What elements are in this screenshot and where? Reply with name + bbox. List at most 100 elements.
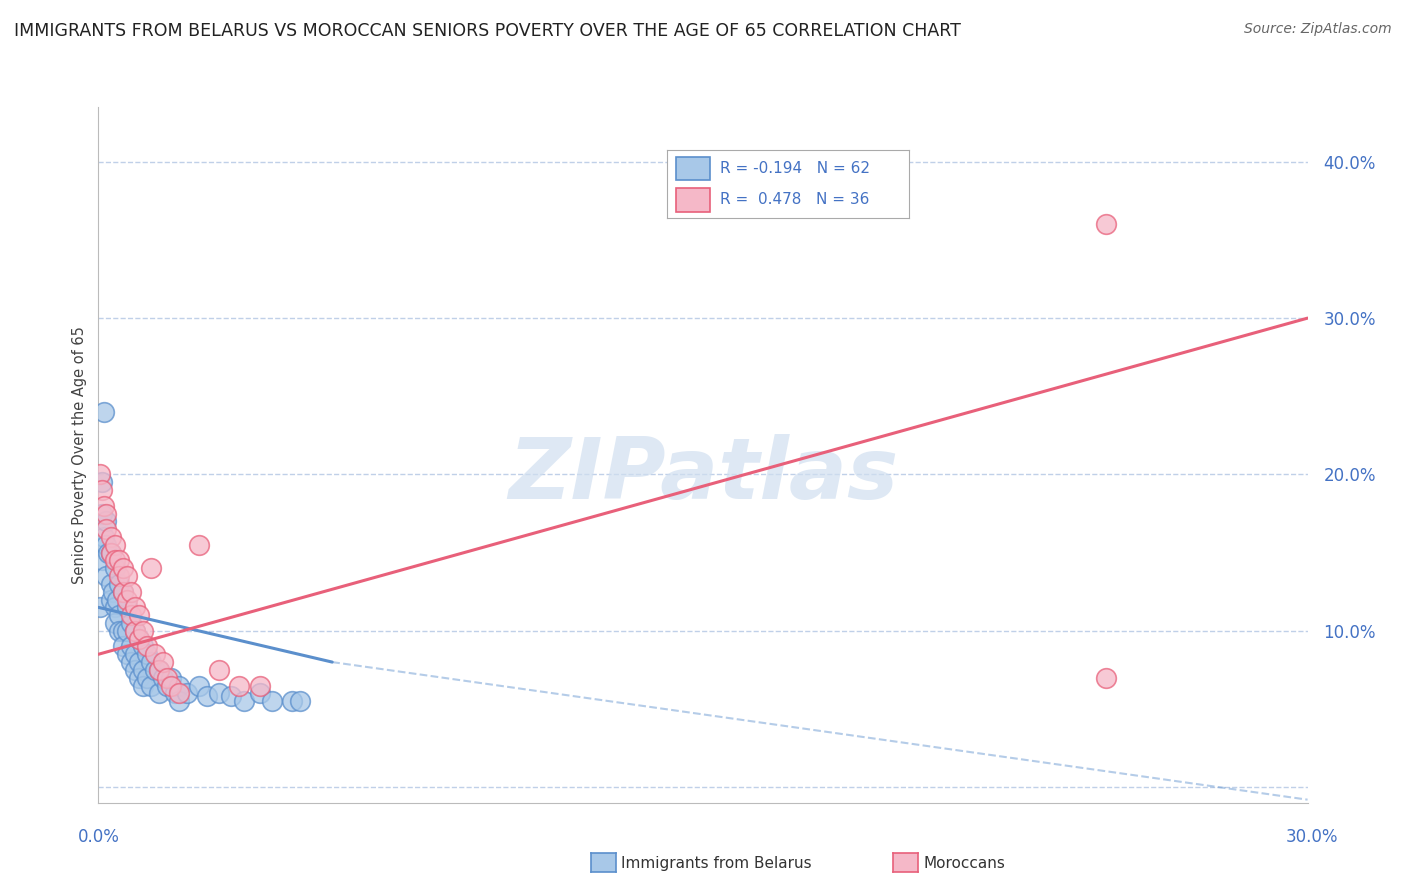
Point — [135, 671, 157, 685]
Point — [132, 679, 155, 693]
Point — [135, 647, 157, 661]
Point — [167, 679, 190, 693]
Point — [120, 608, 142, 623]
Point — [101, 584, 124, 599]
Point — [96, 507, 118, 521]
Point — [152, 655, 174, 669]
Point — [143, 647, 166, 661]
Point — [107, 624, 129, 638]
Point — [132, 663, 155, 677]
Point — [111, 584, 134, 599]
Point — [111, 640, 134, 654]
Y-axis label: Seniors Poverty Over the Age of 65: Seniors Poverty Over the Age of 65 — [72, 326, 87, 584]
Point — [111, 624, 134, 638]
Point — [103, 538, 125, 552]
Point — [139, 679, 162, 693]
Point — [120, 584, 142, 599]
Text: R = -0.194   N = 62: R = -0.194 N = 62 — [720, 161, 870, 176]
Point — [124, 663, 146, 677]
Point — [160, 679, 183, 693]
Text: Immigrants from Belarus: Immigrants from Belarus — [621, 856, 813, 871]
Point — [288, 694, 311, 708]
Point — [208, 686, 231, 700]
Point — [96, 522, 118, 536]
Point — [100, 577, 122, 591]
Point — [103, 615, 125, 630]
Point — [89, 600, 111, 615]
Bar — [676, 157, 710, 180]
Point — [1095, 671, 1118, 685]
Text: R =  0.478   N = 36: R = 0.478 N = 36 — [720, 193, 869, 208]
Point — [232, 694, 254, 708]
Bar — [676, 188, 710, 211]
Point — [132, 640, 155, 654]
Point — [91, 507, 114, 521]
Point — [132, 624, 155, 638]
Point — [128, 632, 150, 646]
Point — [115, 600, 138, 615]
Point — [120, 640, 142, 654]
Point — [91, 483, 114, 497]
Point — [167, 694, 190, 708]
Point — [139, 655, 162, 669]
Point — [128, 608, 150, 623]
Point — [124, 624, 146, 638]
Point — [148, 663, 170, 677]
Point — [143, 663, 166, 677]
Point — [115, 624, 138, 638]
Point — [100, 592, 122, 607]
Text: IMMIGRANTS FROM BELARUS VS MOROCCAN SENIORS POVERTY OVER THE AGE OF 65 CORRELATI: IMMIGRANTS FROM BELARUS VS MOROCCAN SENI… — [14, 22, 960, 40]
Point — [93, 405, 115, 419]
Point — [176, 686, 198, 700]
Point — [135, 640, 157, 654]
Point — [156, 679, 179, 693]
Point — [156, 671, 179, 685]
Point — [100, 530, 122, 544]
Point — [100, 546, 122, 560]
Text: Moroccans: Moroccans — [924, 856, 1005, 871]
Point — [115, 592, 138, 607]
Point — [128, 671, 150, 685]
Text: ZIPatlas: ZIPatlas — [508, 434, 898, 517]
Point — [105, 592, 128, 607]
Point — [96, 514, 118, 528]
Point — [111, 561, 134, 575]
Point — [148, 686, 170, 700]
Point — [1095, 217, 1118, 231]
Point — [163, 686, 186, 700]
Text: Source: ZipAtlas.com: Source: ZipAtlas.com — [1244, 22, 1392, 37]
Point — [107, 569, 129, 583]
Point — [188, 538, 211, 552]
Point — [139, 561, 162, 575]
Point — [124, 600, 146, 615]
Point — [93, 499, 115, 513]
Point — [249, 686, 271, 700]
Point — [195, 690, 218, 704]
Point — [115, 647, 138, 661]
Point — [103, 553, 125, 567]
Point — [100, 546, 122, 560]
Point — [249, 679, 271, 693]
Point — [107, 608, 129, 623]
Point — [281, 694, 304, 708]
Point — [93, 530, 115, 544]
Point — [124, 647, 146, 661]
Point — [128, 632, 150, 646]
Point — [97, 546, 120, 560]
Point — [221, 690, 243, 704]
Point — [120, 655, 142, 669]
Point — [152, 671, 174, 685]
Point — [91, 475, 114, 490]
Point — [228, 679, 250, 693]
Point — [107, 553, 129, 567]
Point — [208, 663, 231, 677]
Point — [148, 663, 170, 677]
Point — [124, 624, 146, 638]
Point — [128, 655, 150, 669]
Text: 30.0%: 30.0% — [1285, 828, 1339, 846]
Point — [107, 577, 129, 591]
Point — [96, 569, 118, 583]
Point — [111, 584, 134, 599]
Point — [89, 467, 111, 482]
Point — [115, 569, 138, 583]
